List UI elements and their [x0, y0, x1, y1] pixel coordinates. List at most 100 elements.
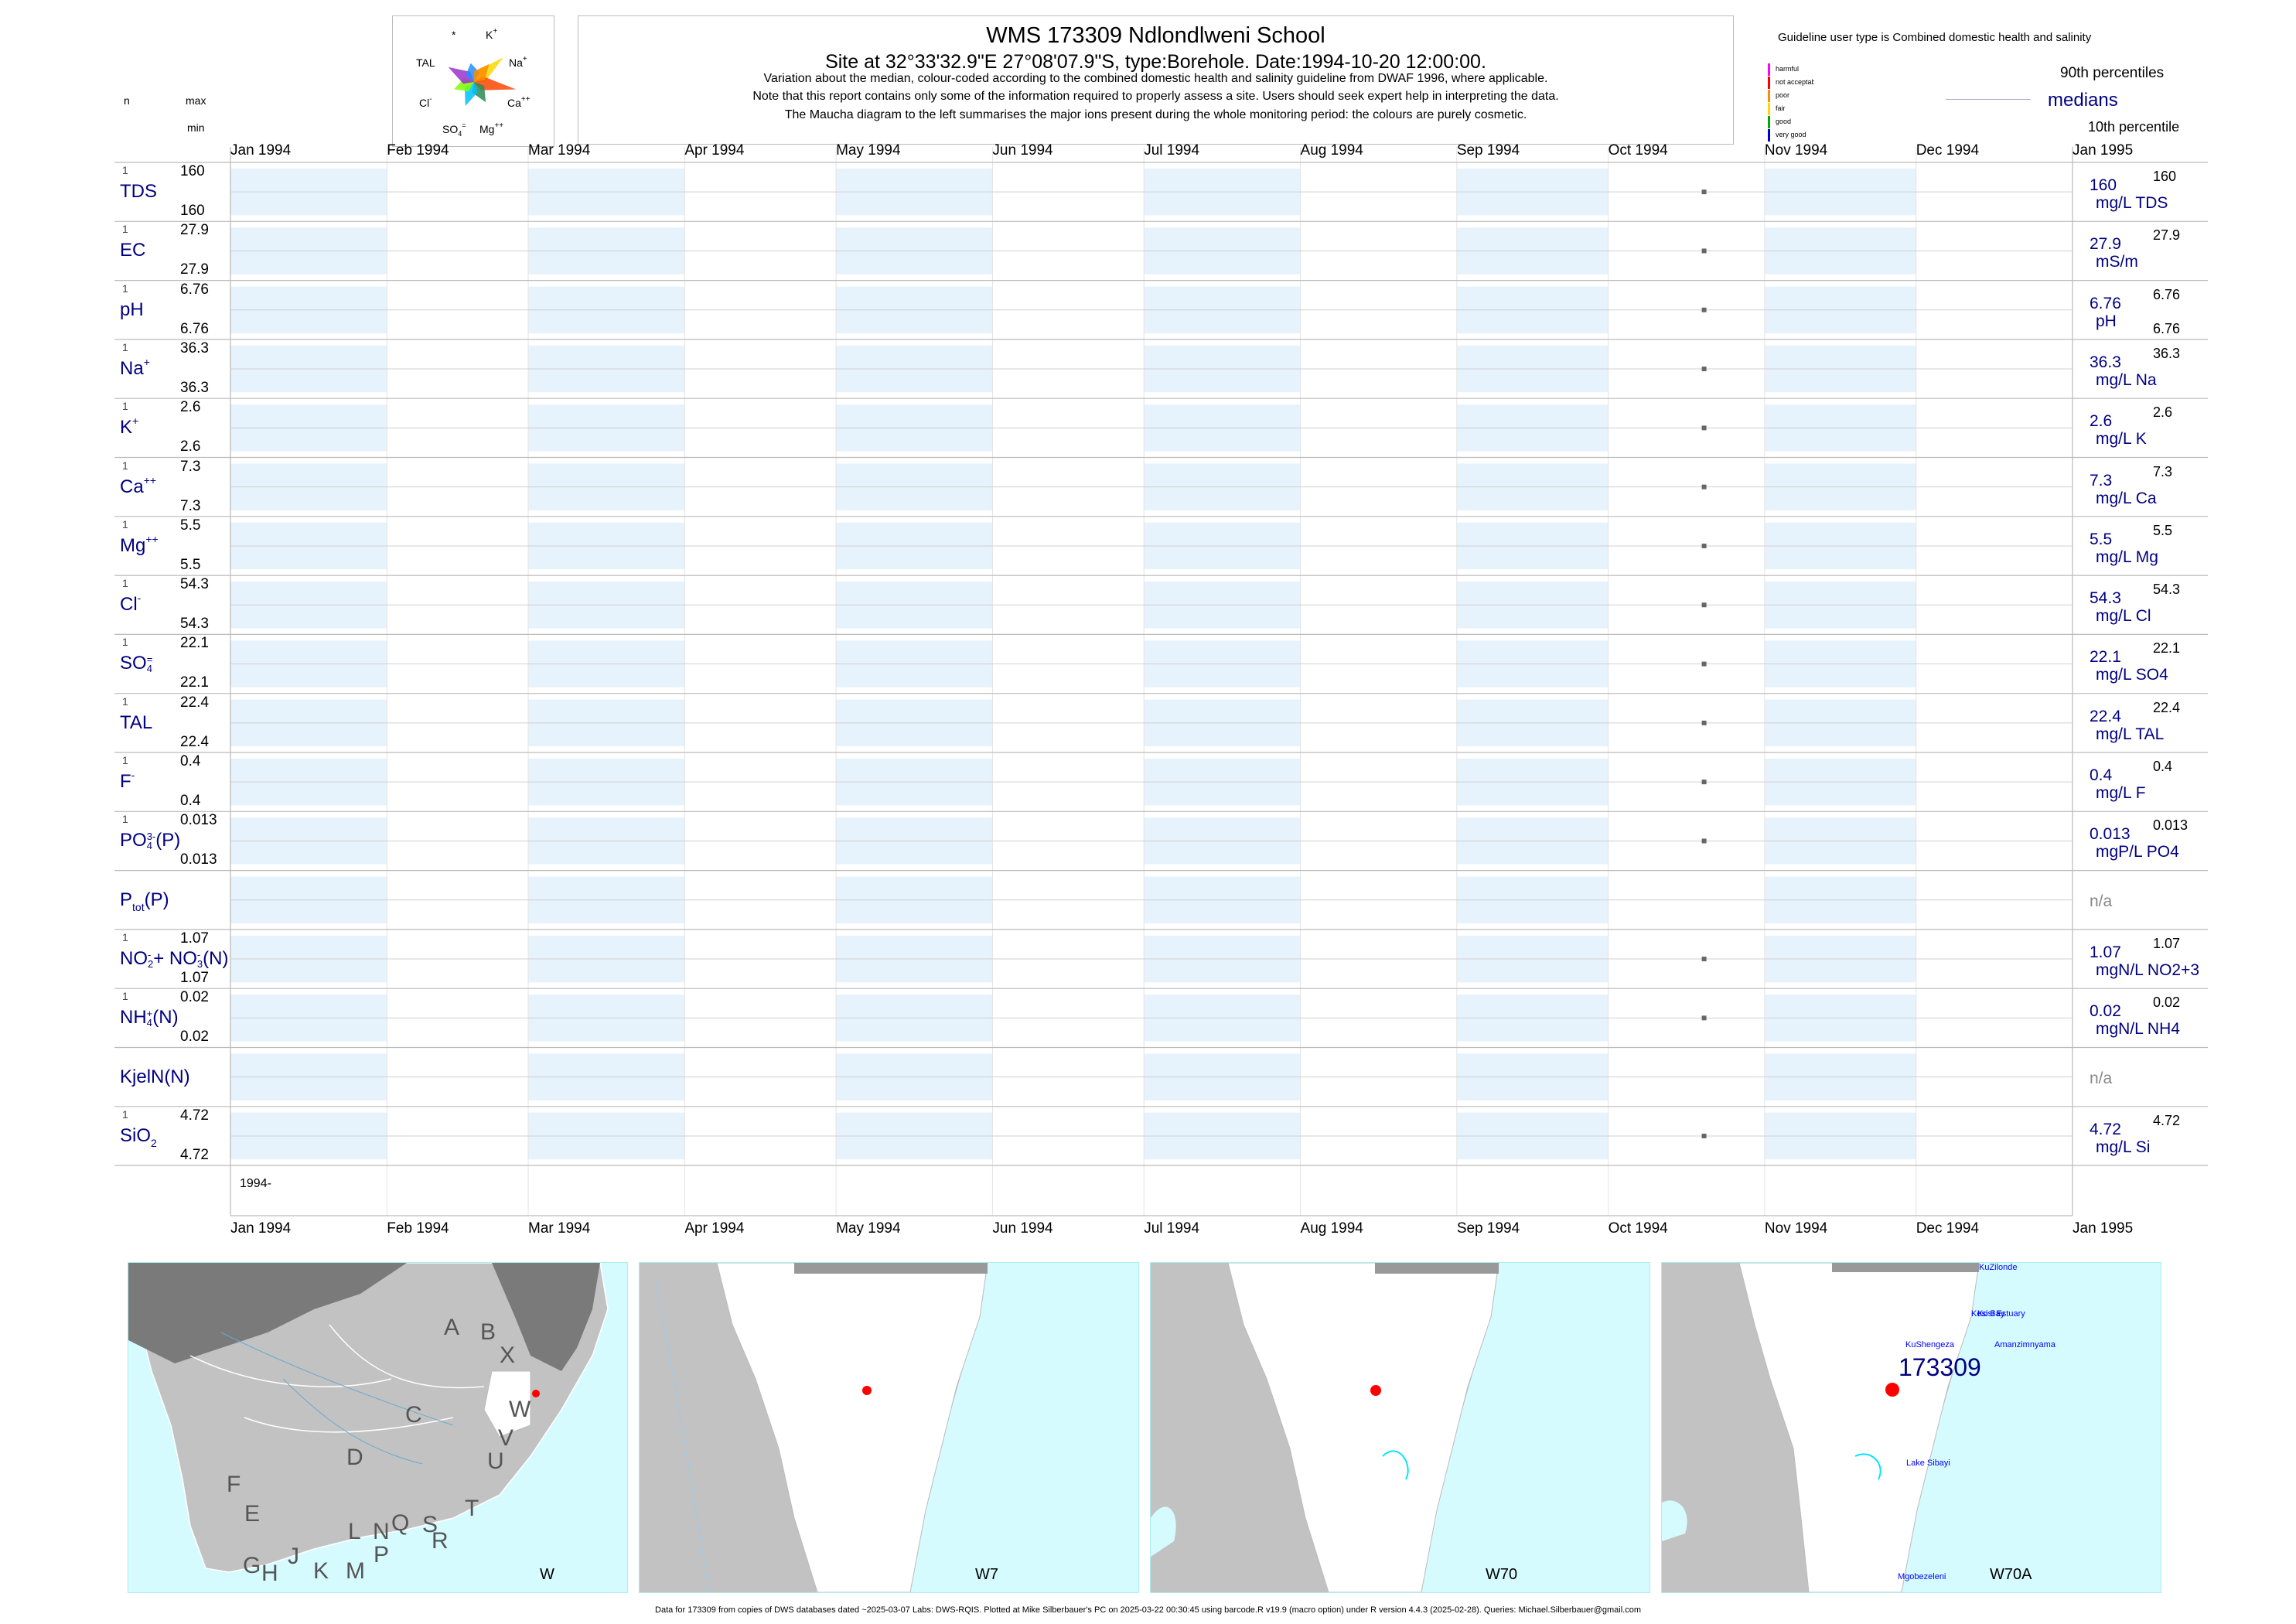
map-w70a-label: W70A	[1990, 1566, 2032, 1583]
data-point-po	[1701, 838, 1707, 844]
data-point-k	[1701, 425, 1707, 431]
month-label-bottom: Jan 1995	[2073, 1220, 2134, 1237]
data-point-tal	[1701, 720, 1707, 725]
map-region-letter: U	[487, 1448, 504, 1474]
row-unit-nh: mgN/L NH4	[2096, 1020, 2180, 1039]
row-median-ec: 27.9	[2090, 235, 2121, 254]
legend-p10: 10th percentile	[2088, 119, 2180, 135]
param-label-tal: TAL	[120, 711, 153, 733]
row-n-ph: 1	[122, 281, 128, 295]
month-label-top: Oct 1994	[1608, 142, 1668, 159]
row-max-k: 2.6	[180, 399, 201, 416]
row-unit-tal: mg/L TAL	[2096, 725, 2165, 743]
month-label-bottom: Jan 1994	[230, 1220, 292, 1237]
param-label-tds: TDS	[120, 181, 157, 202]
row-min-ca: 7.3	[180, 497, 201, 514]
map-region-letter: P	[374, 1542, 390, 1568]
row-p90-tal: 22.4	[2153, 699, 2181, 715]
month-label-bottom: Dec 1994	[1916, 1220, 1980, 1237]
row-max-tds: 160	[180, 163, 205, 179]
row-unit-so: mg/L SO4	[2096, 666, 2168, 684]
data-point-cl	[1701, 602, 1707, 608]
row-p90-mg: 5.5	[2153, 522, 2173, 538]
data-point-f	[1701, 780, 1707, 785]
month-label-top: Dec 1994	[1916, 142, 1980, 159]
map-region-letter: A	[444, 1315, 460, 1340]
row-p90-ec: 27.9	[2153, 227, 2181, 244]
row-n-nh: 1	[122, 990, 128, 1003]
row-min-nh: 0.02	[180, 1029, 209, 1046]
map-region-letter: N	[373, 1519, 390, 1544]
year-label: 1994-	[240, 1177, 271, 1190]
row-unit-ca: mg/L Ca	[2096, 489, 2157, 507]
maucha-petal	[473, 63, 490, 82]
row-max-ec: 27.9	[180, 222, 209, 239]
row-median-po: 0.013	[2090, 825, 2131, 844]
row-max-tal: 22.4	[180, 694, 209, 711]
map-region-letter: F	[227, 1472, 241, 1497]
param-label-sio: SiO2	[120, 1124, 157, 1149]
row-n-k: 1	[122, 400, 128, 413]
row-max-na: 36.3	[180, 339, 209, 357]
map-w-label: W	[540, 1566, 554, 1583]
data-point-ca	[1701, 484, 1707, 490]
row-median-sio: 4.72	[2090, 1120, 2121, 1138]
row-n-sio: 1	[122, 1107, 128, 1121]
row-unit-cl: mg/L Cl	[2096, 607, 2151, 626]
legend-swatch	[1768, 116, 1770, 128]
map-place-kuzilonde: KuZilonde	[1979, 1263, 2018, 1272]
month-label-top: Apr 1994	[684, 142, 745, 159]
row-n-tds: 1	[122, 164, 128, 176]
month-label-top: Aug 1994	[1300, 142, 1363, 159]
param-label-nh: NH +4 (N)	[120, 1007, 179, 1029]
map-region-letter: S	[422, 1512, 438, 1537]
month-label-top: Jan 1995	[2073, 142, 2134, 159]
map-region-letter: T	[465, 1496, 479, 1521]
legend-title: Guideline user type is Combined domestic…	[1778, 31, 2092, 44]
map-region-letter: E	[244, 1501, 261, 1527]
row-min-f: 0.4	[180, 793, 201, 809]
note-line-3: The Maucha diagram to the left summarise…	[784, 108, 1527, 121]
param-label-so: SO = 4	[120, 653, 153, 675]
param-label-ec: EC	[120, 240, 146, 261]
row-median-no: 1.07	[2090, 943, 2121, 961]
row-median-kjelnn: n/a	[2090, 1069, 2113, 1087]
row-max-cl: 54.3	[180, 576, 209, 593]
month-label-bottom: May 1994	[836, 1220, 901, 1237]
month-label-top: Jan 1994	[230, 142, 292, 159]
month-label-bottom: Feb 1994	[387, 1220, 449, 1237]
map-region-letter: B	[480, 1319, 496, 1345]
map-region-letter: K	[313, 1558, 329, 1584]
map-region-letter: G	[243, 1553, 261, 1578]
row-min-ec: 27.9	[180, 261, 209, 278]
time-series-chart	[114, 147, 2208, 1216]
row-p90-no: 1.07	[2153, 935, 2181, 951]
page-title: WMS 173309 Ndlondlweni School	[986, 23, 1325, 48]
param-label-cl: Cl-	[120, 592, 142, 616]
row-n-so: 1	[122, 636, 128, 649]
row-p90-sio: 4.72	[2153, 1112, 2181, 1128]
row-min-po: 0.013	[180, 851, 217, 868]
row-min-sio: 4.72	[180, 1146, 209, 1163]
row-median-f: 0.4	[2090, 766, 2113, 784]
row-p90-tds: 160	[2153, 169, 2177, 184]
month-label-top: Jun 1994	[992, 142, 1053, 159]
row-median-p: n/a	[2090, 892, 2113, 910]
row-min-cl: 54.3	[180, 616, 209, 633]
legend-median: medians	[2048, 90, 2118, 111]
legend-swatch	[1768, 103, 1770, 115]
row-median-tal: 22.4	[2090, 707, 2121, 725]
row-median-tds: 160	[2090, 176, 2117, 194]
guideline-legend-bar: harmful not acceptable poor fair good very go…	[1768, 63, 1821, 142]
map-place-mgobezeleni: Mgobezeleni	[1898, 1572, 1946, 1581]
corner-n-label: n	[124, 94, 130, 107]
row-max-sio: 4.72	[180, 1107, 209, 1124]
month-label-top: Jul 1994	[1144, 142, 1200, 159]
row-unit-ec: mS/m	[2096, 253, 2138, 271]
param-label-no: NO -2 + NO -3 (N)	[120, 947, 229, 970]
row-max-f: 0.4	[180, 753, 201, 769]
month-label-bottom: Nov 1994	[1764, 1220, 1828, 1237]
row-n-na: 1	[122, 340, 128, 353]
legend-swatch	[1768, 77, 1770, 89]
map-place-kushengeza: KuShengeza	[1905, 1340, 1954, 1349]
